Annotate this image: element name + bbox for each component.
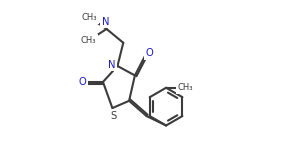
Text: N: N [108, 60, 115, 70]
Text: CH₃: CH₃ [81, 13, 97, 22]
Text: O: O [79, 77, 86, 87]
Text: S: S [110, 111, 116, 121]
Text: N: N [102, 17, 110, 27]
Text: O: O [145, 48, 153, 58]
Text: CH₃: CH₃ [81, 36, 96, 45]
Text: CH₃: CH₃ [178, 83, 193, 92]
